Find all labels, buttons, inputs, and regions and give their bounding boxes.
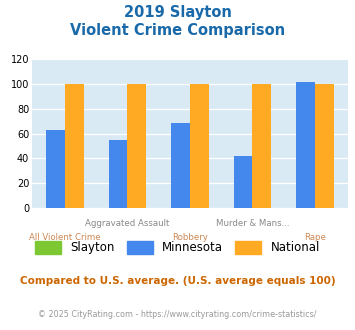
- Text: Aggravated Assault: Aggravated Assault: [85, 219, 170, 228]
- Text: Violent Crime Comparison: Violent Crime Comparison: [70, 23, 285, 38]
- Bar: [65, 84, 84, 208]
- Text: All Violent Crime: All Violent Crime: [29, 233, 101, 242]
- Text: Murder & Mans...: Murder & Mans...: [215, 219, 289, 228]
- Bar: [315, 84, 334, 208]
- Text: Rape: Rape: [304, 233, 326, 242]
- Bar: [190, 84, 209, 208]
- Text: Robbery: Robbery: [172, 233, 208, 242]
- Bar: [171, 122, 190, 208]
- Text: Compared to U.S. average. (U.S. average equals 100): Compared to U.S. average. (U.S. average …: [20, 276, 335, 285]
- Bar: [234, 156, 252, 208]
- Bar: [296, 82, 315, 208]
- Bar: [127, 84, 146, 208]
- Bar: [252, 84, 271, 208]
- Text: 2019 Slayton: 2019 Slayton: [124, 5, 231, 20]
- Text: © 2025 CityRating.com - https://www.cityrating.com/crime-statistics/: © 2025 CityRating.com - https://www.city…: [38, 310, 317, 319]
- Legend: Slayton, Minnesota, National: Slayton, Minnesota, National: [31, 236, 324, 259]
- Bar: [46, 130, 65, 208]
- Bar: [109, 140, 127, 208]
